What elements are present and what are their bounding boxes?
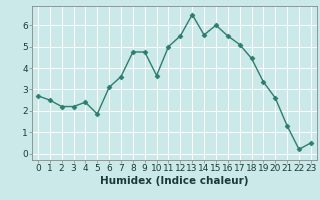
X-axis label: Humidex (Indice chaleur): Humidex (Indice chaleur) [100, 176, 249, 186]
